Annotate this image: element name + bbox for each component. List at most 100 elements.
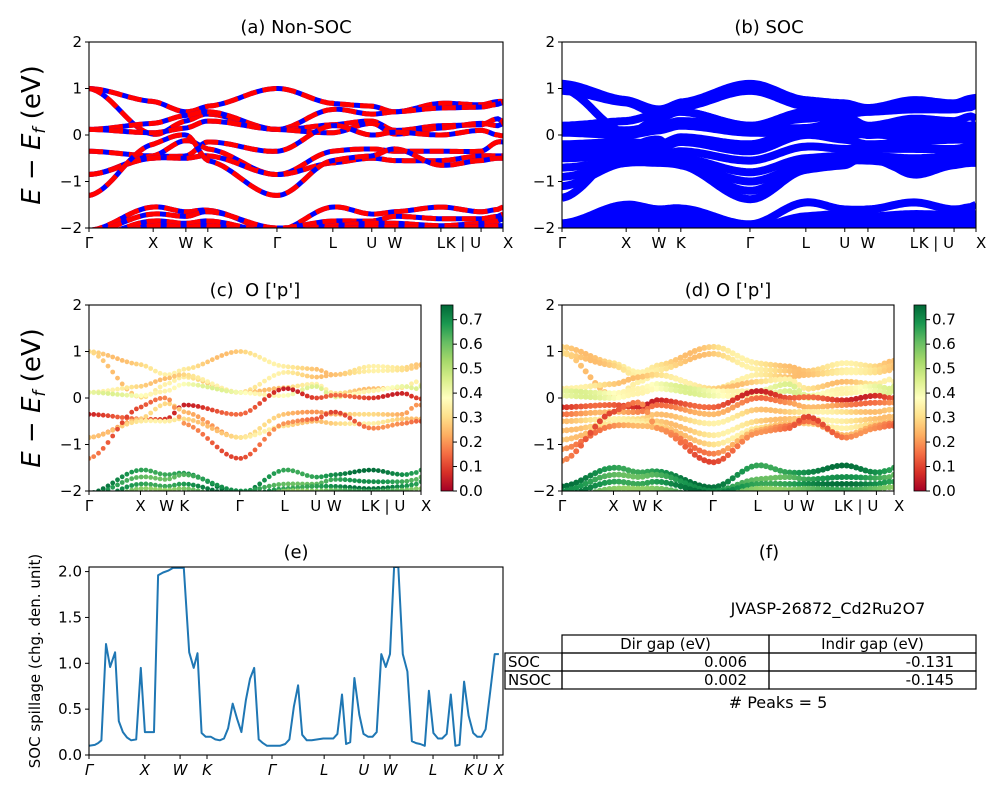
projection-point xyxy=(309,374,315,380)
projection-point xyxy=(228,433,234,439)
projection-point xyxy=(725,347,731,354)
projection-point xyxy=(862,383,869,390)
projection-point xyxy=(744,380,750,386)
projection-point xyxy=(380,364,386,369)
projection-point xyxy=(96,501,101,506)
projection-point xyxy=(853,486,860,491)
projection-point xyxy=(157,471,163,477)
projection-point xyxy=(819,421,826,428)
projection-point xyxy=(224,351,229,357)
projection-point xyxy=(739,488,746,491)
projection-point xyxy=(409,471,414,476)
projection-point xyxy=(729,435,736,442)
projection-point xyxy=(115,477,120,483)
projection-point xyxy=(582,410,589,417)
projection-point xyxy=(582,383,589,390)
projection-point xyxy=(409,381,414,387)
projection-point xyxy=(592,402,599,409)
projection-point xyxy=(276,482,282,487)
projection-point xyxy=(304,373,310,379)
projection-point xyxy=(862,486,869,491)
projection-point xyxy=(592,394,599,401)
projection-point xyxy=(876,369,883,376)
projection-point xyxy=(857,423,864,429)
projection-point xyxy=(725,445,731,452)
projection-point xyxy=(309,484,315,489)
projection-point xyxy=(134,393,139,398)
projection-point xyxy=(734,432,741,439)
axes-frame xyxy=(88,304,422,492)
projection-point xyxy=(338,477,343,482)
projection-point xyxy=(853,464,860,471)
projection-point xyxy=(606,381,613,388)
projection-point xyxy=(266,488,272,491)
projection-point xyxy=(687,417,694,424)
projection-point xyxy=(625,467,632,474)
projection-point xyxy=(857,394,864,401)
projection-point xyxy=(229,497,234,502)
projection-point xyxy=(219,430,225,436)
projection-point xyxy=(300,409,305,415)
projection-point xyxy=(380,424,386,430)
projection-point xyxy=(266,474,272,480)
band-dash-band-6 xyxy=(89,138,503,177)
projection-point xyxy=(238,435,244,440)
projection-point xyxy=(611,422,618,429)
projection-point xyxy=(148,475,154,480)
projection-point xyxy=(162,388,168,394)
projection-point xyxy=(91,390,97,395)
projection-point xyxy=(596,394,603,401)
projection-point xyxy=(366,421,372,426)
projection-point xyxy=(271,427,277,432)
projection-point xyxy=(587,402,594,409)
projection-point xyxy=(190,412,196,417)
projection-point xyxy=(209,426,215,431)
projection-point xyxy=(734,412,741,419)
projection-point xyxy=(106,497,111,502)
projection-point xyxy=(772,367,779,374)
projection-point xyxy=(696,488,703,491)
projection-point xyxy=(186,402,192,408)
projection-point xyxy=(725,399,731,406)
projection-point xyxy=(834,361,841,367)
projection-point xyxy=(319,488,324,491)
projection-point xyxy=(266,483,272,489)
projection-point xyxy=(781,408,788,415)
projection-point xyxy=(573,347,580,353)
x-tick-label: Γ xyxy=(558,497,567,515)
projection-point xyxy=(649,478,656,485)
projection-point xyxy=(611,471,618,478)
projection-point xyxy=(696,410,703,417)
projection-point xyxy=(876,415,883,422)
projection-point xyxy=(767,367,774,374)
projection-point xyxy=(115,426,120,432)
projection-point xyxy=(857,369,864,376)
projection-point xyxy=(677,478,684,485)
projection-point xyxy=(290,488,296,491)
projection-point xyxy=(409,482,414,488)
projection-point xyxy=(342,477,348,483)
projection-point xyxy=(338,484,343,489)
projection-point xyxy=(663,365,670,372)
projection-point xyxy=(791,389,798,396)
projection-point xyxy=(668,398,675,405)
projection-point xyxy=(404,420,410,426)
projection-point xyxy=(338,393,343,398)
projection-point xyxy=(105,430,111,435)
projection-point xyxy=(596,474,603,481)
projection-point xyxy=(304,484,310,490)
projection-point xyxy=(710,441,717,448)
projection-point xyxy=(176,406,182,412)
projection-point xyxy=(815,384,822,391)
projection-point xyxy=(824,370,831,377)
projection-point xyxy=(663,386,670,393)
projection-point xyxy=(682,480,689,487)
projection-point xyxy=(848,360,855,367)
projection-point xyxy=(838,390,845,397)
projection-point xyxy=(843,474,850,480)
projection-point xyxy=(262,397,267,402)
x-tick-label: L xyxy=(437,234,446,252)
projection-point xyxy=(352,411,357,417)
projection-point xyxy=(563,427,570,434)
projection-point xyxy=(252,391,258,397)
